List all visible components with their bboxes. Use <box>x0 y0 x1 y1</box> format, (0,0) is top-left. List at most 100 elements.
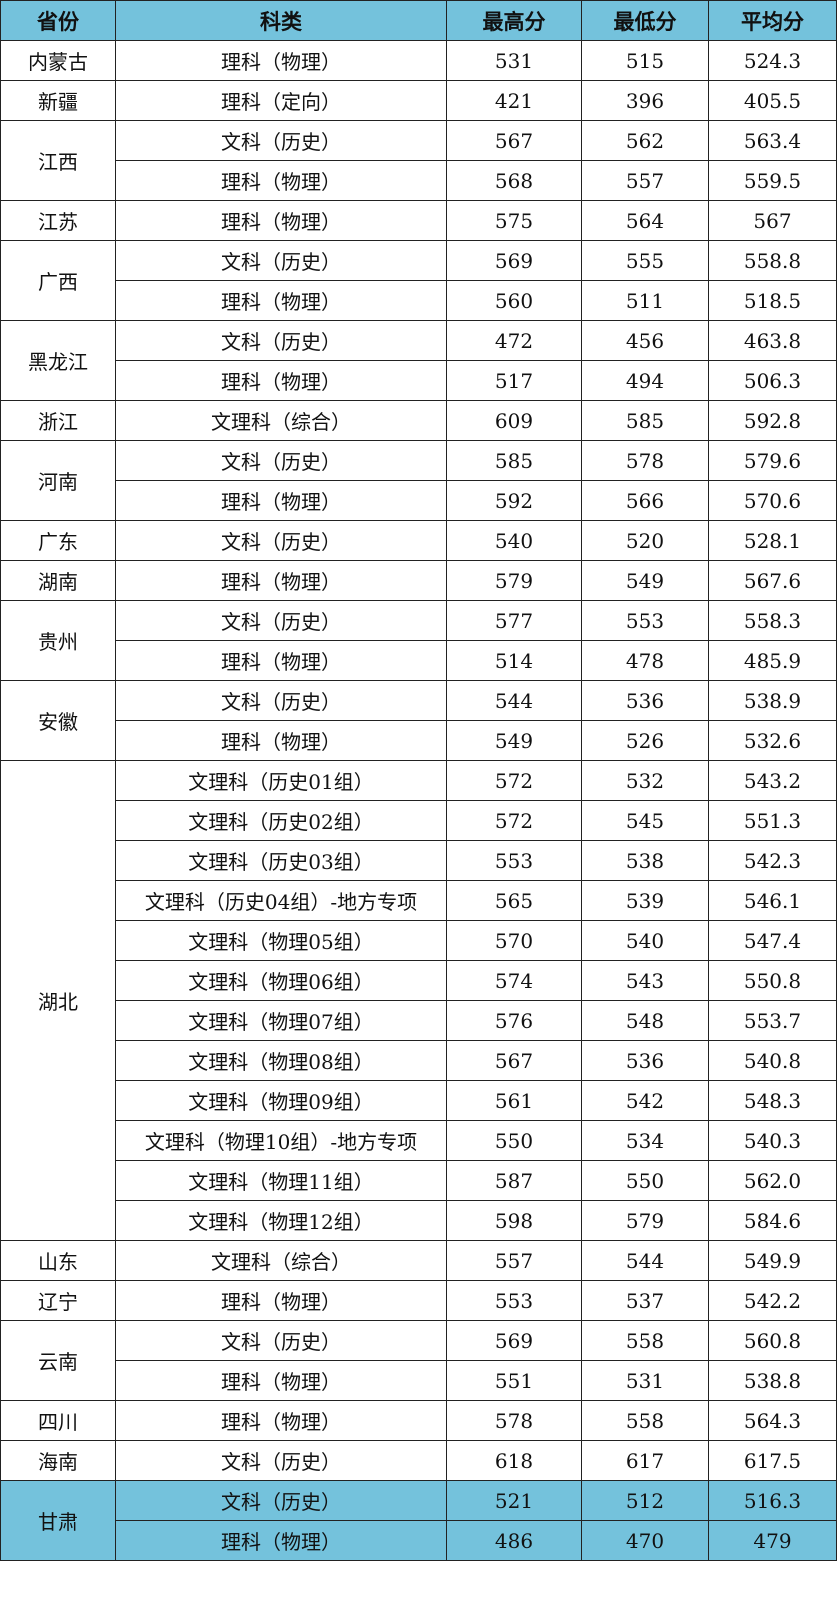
category-cell: 文理科（物理05组） <box>115 920 447 961</box>
max-score-cell: 568 <box>446 160 582 201</box>
category-cell: 理科（物理） <box>115 720 447 761</box>
table-row: 文理科（物理10组）-地方专项 550 534 540.3 <box>1 1120 837 1161</box>
avg-score-cell: 506.3 <box>708 360 837 401</box>
min-score-cell: 562 <box>581 120 709 161</box>
max-score-cell: 579 <box>446 560 582 601</box>
category-cell: 文理科（历史03组） <box>115 840 447 881</box>
max-score-cell: 514 <box>446 640 582 681</box>
min-score-cell: 555 <box>581 240 709 281</box>
table-row: 理科（物理） 514 478 485.9 <box>1 640 837 681</box>
max-score-cell: 540 <box>446 520 582 561</box>
category-cell: 文理科（历史02组） <box>115 800 447 841</box>
avg-score-cell: 562.0 <box>708 1160 837 1201</box>
table-row: 浙江 文理科（综合） 609 585 592.8 <box>0 400 837 441</box>
province-cell: 湖南 <box>0 560 116 601</box>
province-cell: 湖北 <box>0 760 116 1241</box>
category-cell: 文科（历史） <box>115 240 447 281</box>
table-row: 文理科（物理11组） 587 550 562.0 <box>1 1160 837 1201</box>
avg-score-cell: 463.8 <box>708 320 837 361</box>
min-score-cell: 545 <box>581 800 709 841</box>
avg-score-cell: 560.8 <box>708 1320 837 1361</box>
max-score-cell: 569 <box>446 240 582 281</box>
category-cell: 文科（历史） <box>115 680 447 721</box>
table-row: 理科（物理） 486 470 479 <box>1 1520 837 1561</box>
avg-score-cell: 592.8 <box>708 400 837 441</box>
avg-score-cell: 617.5 <box>708 1440 837 1481</box>
category-cell: 文理科（物理06组） <box>115 960 447 1001</box>
max-score-cell: 572 <box>446 800 582 841</box>
header-category: 科类 <box>115 0 447 41</box>
avg-score-cell: 564.3 <box>708 1400 837 1441</box>
avg-score-cell: 542.2 <box>708 1280 837 1321</box>
max-score-cell: 551 <box>446 1360 582 1401</box>
category-cell: 文理科（物理11组） <box>115 1160 447 1201</box>
avg-score-cell: 549.9 <box>708 1240 837 1281</box>
table-row: 湖北 文理科（历史01组） 572 532 543.2 <box>0 760 837 1241</box>
category-cell: 文科（历史） <box>115 440 447 481</box>
header-avg-score: 平均分 <box>708 0 837 41</box>
table-row: 文理科（物理12组） 598 579 584.6 <box>1 1200 837 1241</box>
min-score-cell: 537 <box>581 1280 709 1321</box>
category-cell: 文科（历史） <box>115 120 447 161</box>
table-row: 黑龙江 文科（历史） 472 456 463.8 <box>0 320 837 401</box>
min-score-cell: 526 <box>581 720 709 761</box>
avg-score-cell: 547.4 <box>708 920 837 961</box>
min-score-cell: 532 <box>581 760 709 801</box>
max-score-cell: 553 <box>446 1280 582 1321</box>
category-cell: 理科（物理） <box>115 1400 447 1441</box>
category-cell: 理科（物理） <box>115 1280 447 1321</box>
table-row: 江西 文科（历史） 567 562 563.4 <box>0 120 837 201</box>
category-cell: 文科（历史） <box>115 520 447 561</box>
min-score-cell: 494 <box>581 360 709 401</box>
category-cell: 理科（定向） <box>115 80 447 121</box>
max-score-cell: 575 <box>446 200 582 241</box>
min-score-cell: 536 <box>581 1040 709 1081</box>
avg-score-cell: 584.6 <box>708 1200 837 1241</box>
category-cell: 理科（物理） <box>115 160 447 201</box>
table-row: 文理科（历史02组） 572 545 551.3 <box>1 800 837 841</box>
min-score-cell: 456 <box>581 320 709 361</box>
avg-score-cell: 551.3 <box>708 800 837 841</box>
category-cell: 理科（物理） <box>115 1360 447 1401</box>
max-score-cell: 567 <box>446 120 582 161</box>
avg-score-cell: 567.6 <box>708 560 837 601</box>
min-score-cell: 531 <box>581 1360 709 1401</box>
avg-score-cell: 540.3 <box>708 1120 837 1161</box>
max-score-cell: 577 <box>446 600 582 641</box>
min-score-cell: 558 <box>581 1400 709 1441</box>
avg-score-cell: 532.6 <box>708 720 837 761</box>
category-cell: 文理科（历史04组）-地方专项 <box>115 880 447 921</box>
max-score-cell: 618 <box>446 1440 582 1481</box>
max-score-cell: 574 <box>446 960 582 1001</box>
province-cell: 浙江 <box>0 400 116 441</box>
avg-score-cell: 563.4 <box>708 120 837 161</box>
admission-scores-table: 省份 科类 最高分 最低分 平均分 内蒙古 理科（物理） 531 515 524.3 新疆… <box>0 0 837 1561</box>
min-score-cell: 520 <box>581 520 709 561</box>
header-min-score: 最低分 <box>581 0 709 41</box>
table-row: 江苏 理科（物理） 575 564 567 <box>0 200 837 241</box>
avg-score-cell: 405.5 <box>708 80 837 121</box>
table-row: 理科（物理） 549 526 532.6 <box>1 720 837 761</box>
max-score-cell: 578 <box>446 1400 582 1441</box>
table-row: 理科（物理） 592 566 570.6 <box>1 480 837 521</box>
avg-score-cell: 570.6 <box>708 480 837 521</box>
table-row: 海南 文科（历史） 618 617 617.5 <box>0 1440 837 1481</box>
table-row: 四川 理科（物理） 578 558 564.3 <box>0 1400 837 1441</box>
table-row: 理科（物理） 517 494 506.3 <box>1 360 837 401</box>
province-cell: 安徽 <box>0 680 116 761</box>
avg-score-cell: 553.7 <box>708 1000 837 1041</box>
max-score-cell: 486 <box>446 1520 582 1561</box>
table-row: 山东 文理科（综合） 557 544 549.9 <box>0 1240 837 1281</box>
avg-score-cell: 543.2 <box>708 760 837 801</box>
table-row: 文理科（物理06组） 574 543 550.8 <box>1 960 837 1001</box>
table-row: 云南 文科（历史） 569 558 560.8 <box>0 1320 837 1401</box>
province-cell: 江苏 <box>0 200 116 241</box>
table-row: 广东 文科（历史） 540 520 528.1 <box>0 520 837 561</box>
category-cell: 文理科（物理08组） <box>115 1040 447 1081</box>
min-score-cell: 553 <box>581 600 709 641</box>
max-score-cell: 472 <box>446 320 582 361</box>
min-score-cell: 539 <box>581 880 709 921</box>
max-score-cell: 587 <box>446 1160 582 1201</box>
min-score-cell: 585 <box>581 400 709 441</box>
table-row: 安徽 文科（历史） 544 536 538.9 <box>0 680 837 761</box>
